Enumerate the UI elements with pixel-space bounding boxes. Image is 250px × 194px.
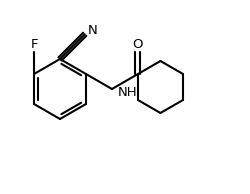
Text: N: N — [88, 24, 98, 37]
Text: O: O — [133, 37, 143, 50]
Text: NH: NH — [118, 87, 138, 100]
Text: F: F — [30, 38, 38, 51]
